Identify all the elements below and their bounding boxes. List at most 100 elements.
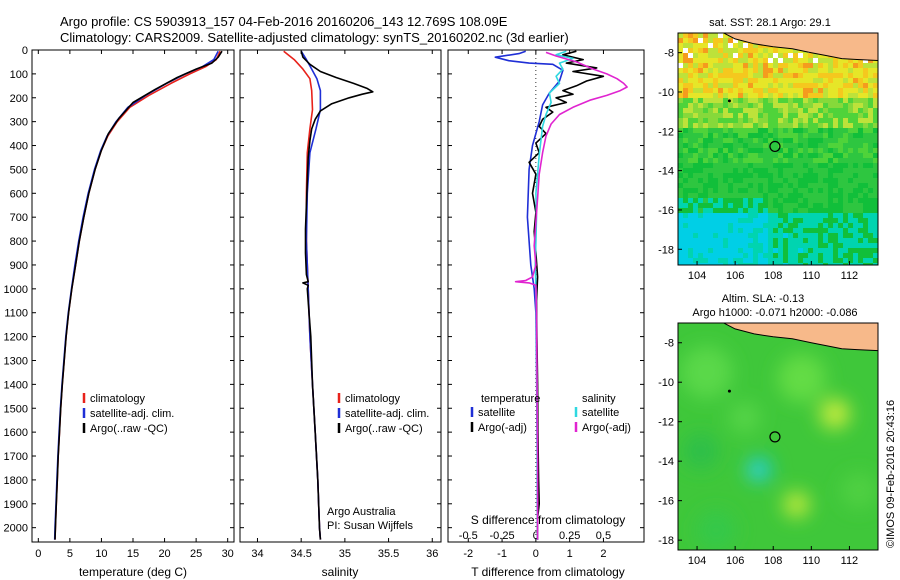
sst-cell [833,228,839,234]
salinity-axes-frame [239,49,442,543]
sst-cell [708,193,714,199]
sst-cell [753,263,759,265]
sst-cell [773,258,779,264]
sst-cell [733,183,739,189]
sst-cell [818,198,824,204]
sst-cell [808,213,814,219]
sst-cell [753,203,759,209]
sst-cell [768,258,774,264]
sst-cell [818,63,824,69]
sst-cell [813,208,819,214]
sst-cell [813,228,819,234]
sst-cell [838,153,844,159]
sst-cell [773,223,779,229]
sst-cell [753,63,759,69]
sst-cell [758,223,764,229]
sst-cell [858,73,864,79]
sst-cell [688,93,694,99]
sst-cell [808,93,814,99]
sst-cell [748,173,754,179]
x-tick-label: 0 [35,548,41,560]
sst-cell [758,98,764,104]
sst-cell [798,168,804,174]
sst-cell [813,163,819,169]
sst-cell [738,53,744,59]
sst-cell [843,88,849,94]
sst-cell [708,78,714,84]
sst-cell [818,188,824,194]
sst-cell [718,188,724,194]
sst-cell [843,128,849,134]
sst-cell [768,83,774,89]
sst-cell [678,113,684,119]
sst-cell [733,73,739,79]
sst-cell [788,63,794,69]
sst-cell [773,58,779,64]
sst-cell [768,63,774,69]
sst-cell [748,113,754,119]
sla-features [680,346,877,550]
sst-cell [698,68,704,74]
sst-cell [858,138,864,144]
sst-cell [678,88,684,94]
sst-cell [863,203,869,209]
sst-cell [778,223,784,229]
x-tick-label: 34.5 [290,548,311,560]
sst-cell [833,238,839,244]
sst-cell [823,158,829,164]
sst-cell [773,193,779,199]
sst-cell [813,113,819,119]
sst-cell [838,158,844,164]
sst-cell [868,153,874,159]
sst-cell [738,168,744,174]
sst-cell [693,108,699,114]
sst-cell [753,68,759,74]
sst-cell [703,48,709,54]
sst-cell [788,228,794,234]
sst-cell [798,198,804,204]
sst-cell [798,263,804,265]
sst-cell [733,88,739,94]
sst-cell [843,183,849,189]
sst-cell [798,258,804,264]
sst-cell [703,238,709,244]
sst-cell [688,73,694,79]
sst-cell [833,153,839,159]
sst-cell [708,63,714,69]
sst-cell [848,128,854,134]
sst-cell [688,148,694,154]
sst-cell [728,238,734,244]
sst-cell [793,188,799,194]
sst-cell [743,208,749,214]
sst-cell [763,128,769,134]
legend-label: Argo(..raw -QC) [345,423,423,435]
sst-cell [873,258,878,264]
sst-cell [768,68,774,74]
sst-cell [703,143,709,149]
sst-cell [733,78,739,84]
sst-cell [853,68,859,74]
sst-cell [873,108,878,114]
sst-cell [828,168,834,174]
legend-label: satellite [478,407,515,419]
sst-cell [753,248,759,254]
sst-cell [693,118,699,124]
sst-cell [713,258,719,264]
sst-cell [848,238,854,244]
sst-cell [868,118,874,124]
sst-cell [808,228,814,234]
sst-cell [743,88,749,94]
sst-cell [868,98,874,104]
sst-cell [863,228,869,234]
sst-cell [858,68,864,74]
sst-cell [753,108,759,114]
sst-cell [723,73,729,79]
sst-cell [763,73,769,79]
sst-cell [848,58,854,64]
sst-cell [853,198,859,204]
sst-cell [793,178,799,184]
sst-cell [698,118,704,124]
sst-cell [843,143,849,149]
x-tick-label: 20 [158,548,170,560]
sst-cell [723,168,729,174]
